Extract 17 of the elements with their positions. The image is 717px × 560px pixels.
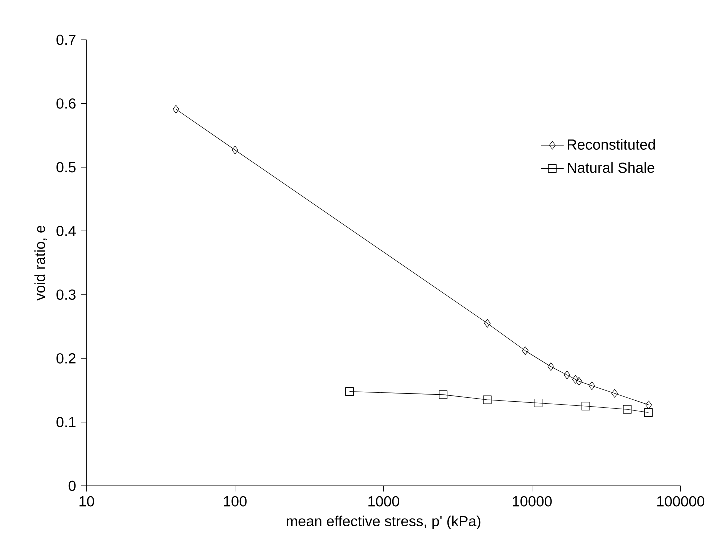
legend-label: Natural Shale <box>568 162 655 174</box>
x-tick-label: 100 <box>224 496 247 507</box>
y-tick-label: 0 <box>68 480 76 492</box>
y-tick-label: 0.6 <box>56 98 76 109</box>
x-tick-label: 10000 <box>513 496 552 507</box>
y-tick-label: 0.5 <box>56 162 76 173</box>
y-tick-label: 0.3 <box>56 290 76 300</box>
y-tick-label: 0.7 <box>56 34 76 46</box>
x-tick-label: 10 <box>80 496 94 507</box>
x-tick-label: 100000 <box>658 496 705 507</box>
legend-label: Reconstituted <box>568 139 656 150</box>
y-tick-label: 0.4 <box>56 226 76 236</box>
y-tick-label: 0.1 <box>56 417 76 428</box>
y-axis-title: void ratio, e <box>34 226 48 301</box>
x-axis-title: mean effective stress, p' (kPa) <box>287 516 481 530</box>
y-tick-label: 0.2 <box>56 353 76 364</box>
x-tick-label: 1000 <box>368 496 400 507</box>
